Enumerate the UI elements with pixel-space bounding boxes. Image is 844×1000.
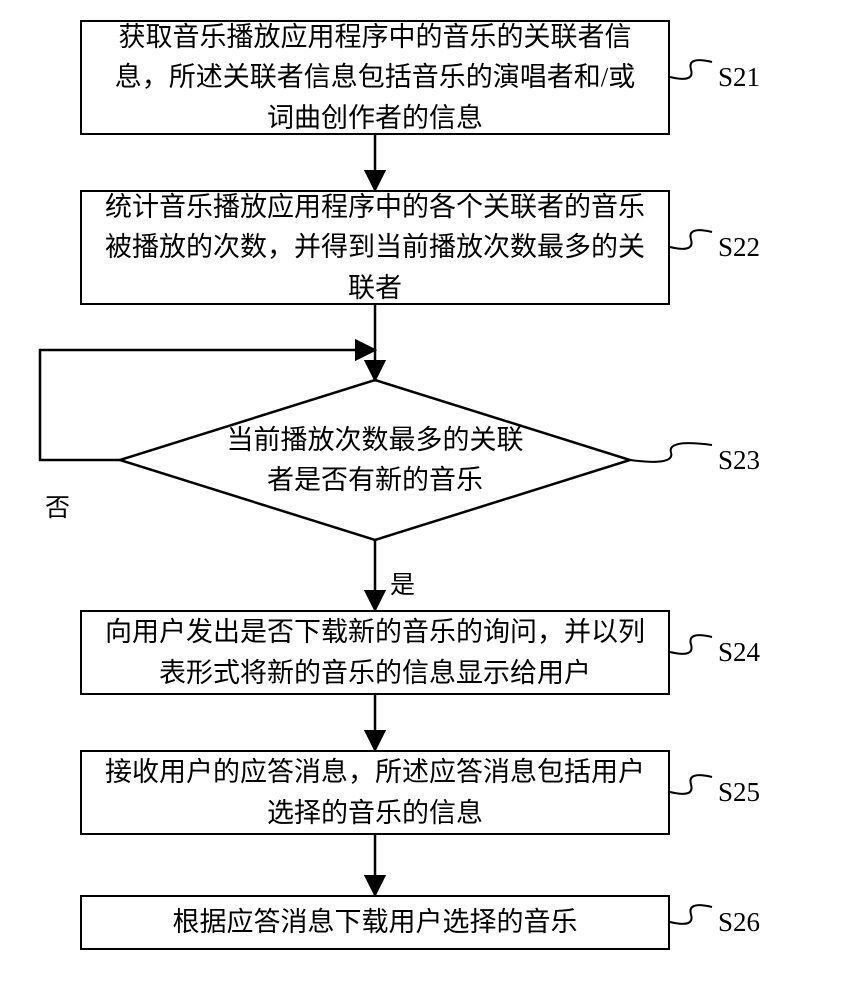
flow-box-b1: 获取音乐播放应用程序中的音乐的关联者信息，所述关联者信息包括音乐的演唱者和/或词… <box>80 20 670 135</box>
step-label-S23: S23 <box>718 445 760 476</box>
decision-text: 当前播放次数最多的关联者是否有新的音乐 <box>215 415 535 505</box>
flow-box-b2: 统计音乐播放应用程序中的各个关联者的音乐被播放的次数，并得到当前播放次数最多的关… <box>80 190 670 305</box>
edge-label: 是 <box>390 565 415 601</box>
step-label-S22: S22 <box>718 232 760 263</box>
flow-box-b5: 接收用户的应答消息，所述应答消息包括用户选择的音乐的信息 <box>80 750 670 835</box>
flow-box-b4: 向用户发出是否下载新的音乐的询问，并以列表形式将新的音乐的信息显示给用户 <box>80 610 670 695</box>
step-label-S21: S21 <box>718 62 760 93</box>
edge-label: 否 <box>45 488 70 524</box>
flow-box-b6: 根据应答消息下载用户选择的音乐 <box>80 895 670 950</box>
step-label-S24: S24 <box>718 637 760 668</box>
step-label-S25: S25 <box>718 777 760 808</box>
step-label-S26: S26 <box>718 907 760 938</box>
